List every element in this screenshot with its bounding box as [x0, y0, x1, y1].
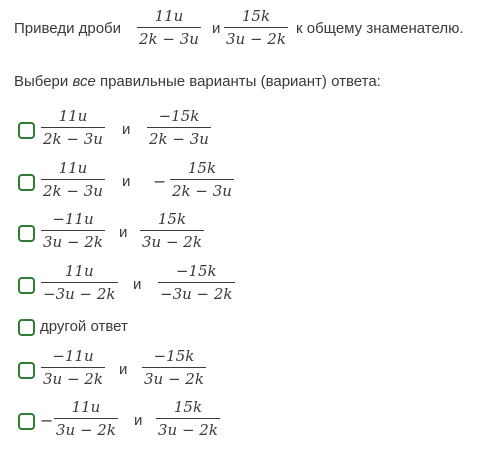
task-fraction-2: 15k 3u − 2k — [224, 7, 288, 48]
option-3-b-numerator: 15k — [157, 210, 187, 228]
option-2-conjunction: и — [122, 173, 131, 190]
task-suffix: к общему знаменателю. — [296, 20, 464, 37]
option-2-fraction-b: 15k 2k − 3u — [170, 159, 234, 200]
option-2-b-numerator: 15k — [187, 159, 217, 177]
option-3-conjunction: и — [119, 224, 128, 241]
option-3-fraction-b: 15k 3u − 2k — [140, 210, 204, 251]
option-2-a-denominator: 2k − 3u — [43, 182, 103, 200]
task-fraction-2-numerator: 15k — [241, 7, 271, 25]
option-3-b-denominator: 3u − 2k — [142, 233, 202, 251]
option-6-a-denominator: 3u − 2k — [43, 370, 103, 388]
option-7-checkbox[interactable] — [18, 413, 35, 430]
option-1-a-denominator: 2k − 3u — [43, 130, 103, 148]
option-5-checkbox[interactable] — [18, 319, 35, 336]
fraction-bar — [147, 127, 211, 128]
fraction-bar — [137, 27, 201, 28]
task-fraction-1-numerator: 11u — [154, 7, 184, 25]
fraction-bar — [140, 230, 204, 231]
fraction-bar — [224, 27, 288, 28]
option-6-a-numerator: −11u — [52, 347, 94, 365]
instruction: Выбери все правильные варианты (вариант)… — [14, 73, 381, 91]
option-4-conjunction: и — [133, 276, 142, 293]
option-1-b-numerator: −15k — [158, 107, 200, 125]
option-7-b-numerator: 15k — [173, 398, 203, 416]
fraction-bar — [41, 367, 105, 368]
option-7-conjunction: и — [134, 412, 143, 429]
option-2-b-sign: − — [153, 172, 167, 191]
option-3-checkbox[interactable] — [18, 225, 35, 242]
task-prefix: Приведи дроби — [14, 20, 122, 37]
option-7-a-sign: − — [40, 411, 54, 430]
option-1-conjunction: и — [122, 121, 131, 138]
option-4-checkbox[interactable] — [18, 277, 35, 294]
fraction-bar — [41, 179, 105, 180]
instruction-before: Выбери — [14, 73, 69, 90]
option-3-a-denominator: 3u − 2k — [43, 233, 103, 251]
option-7-fraction-a: 11u 3u − 2k — [54, 398, 118, 439]
option-1-b-denominator: 2k − 3u — [149, 130, 209, 148]
option-1-fraction-a: 11u 2k − 3u — [41, 107, 105, 148]
fraction-bar — [170, 179, 234, 180]
option-1-fraction-b: −15k 2k − 3u — [147, 107, 211, 148]
option-5-label: другой ответ — [40, 318, 128, 335]
option-2-b-denominator: 2k − 3u — [172, 182, 232, 200]
option-4-b-numerator: −15k — [175, 262, 217, 280]
fraction-bar — [156, 418, 220, 419]
option-1-a-numerator: 11u — [58, 107, 88, 125]
option-6-fraction-a: −11u 3u − 2k — [41, 347, 105, 388]
fraction-bar — [41, 230, 105, 231]
option-7-a-numerator: 11u — [71, 398, 101, 416]
option-6-b-numerator: −15k — [153, 347, 195, 365]
option-4-fraction-a: 11u −3u − 2k — [41, 262, 118, 303]
option-2-fraction-a: 11u 2k − 3u — [41, 159, 105, 200]
option-6-checkbox[interactable] — [18, 362, 35, 379]
option-4-a-denominator: −3u − 2k — [43, 285, 116, 303]
option-7-a-denominator: 3u − 2k — [56, 421, 116, 439]
option-4-b-denominator: −3u − 2k — [160, 285, 233, 303]
instruction-emphasis: все — [72, 73, 96, 90]
fraction-bar — [142, 367, 206, 368]
task-fraction-2-denominator: 3u − 2k — [226, 30, 286, 48]
option-6-conjunction: и — [119, 361, 128, 378]
option-2-checkbox[interactable] — [18, 174, 35, 191]
option-6-fraction-b: −15k 3u − 2k — [142, 347, 206, 388]
task-fraction-1: 11u 2k − 3u — [137, 7, 201, 48]
fraction-bar — [54, 418, 118, 419]
fraction-bar — [158, 282, 235, 283]
task-conjunction: и — [212, 20, 221, 37]
option-6-b-denominator: 3u − 2k — [144, 370, 204, 388]
option-1-checkbox[interactable] — [18, 122, 35, 139]
option-4-fraction-b: −15k −3u − 2k — [158, 262, 235, 303]
option-7-fraction-b: 15k 3u − 2k — [156, 398, 220, 439]
option-3-a-numerator: −11u — [52, 210, 94, 228]
task-fraction-1-denominator: 2k − 3u — [139, 30, 199, 48]
fraction-bar — [41, 127, 105, 128]
fraction-bar — [41, 282, 118, 283]
option-3-fraction-a: −11u 3u − 2k — [41, 210, 105, 251]
instruction-after: правильные варианты (вариант) ответа: — [99, 73, 381, 90]
option-2-a-numerator: 11u — [58, 159, 88, 177]
option-4-a-numerator: 11u — [64, 262, 94, 280]
option-7-b-denominator: 3u − 2k — [158, 421, 218, 439]
